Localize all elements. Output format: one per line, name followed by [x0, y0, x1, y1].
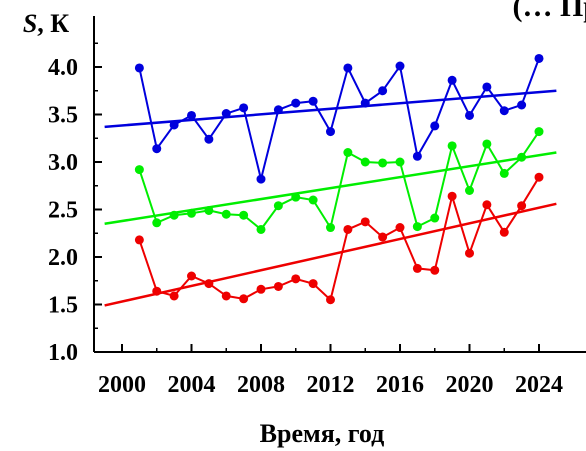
data-point-1	[534, 53, 544, 63]
data-point-3	[360, 217, 370, 227]
data-point-3	[412, 263, 422, 273]
data-point-3	[152, 286, 162, 296]
data-point-1	[343, 63, 353, 73]
data-point-2	[273, 201, 283, 211]
x-axis-label: Время, год	[260, 419, 385, 448]
data-point-1	[273, 105, 283, 115]
x-tick-label: 2024	[515, 372, 563, 398]
data-point-3	[534, 172, 544, 182]
data-point-2	[152, 218, 162, 228]
series-line-1	[138, 58, 540, 180]
y-axis-label-symbol: S	[23, 9, 37, 38]
data-point-2	[499, 168, 509, 178]
data-point-1	[204, 134, 214, 144]
data-point-3	[204, 279, 214, 289]
data-point-1	[187, 110, 196, 120]
data-point-3	[187, 271, 196, 281]
y-tick-label: 3.5	[48, 103, 78, 129]
x-tick-label: 2000	[98, 372, 146, 398]
data-point-1	[482, 82, 492, 92]
data-point-1	[412, 151, 422, 161]
data-point-2	[343, 148, 353, 157]
data-point-1	[256, 174, 266, 184]
data-point-2	[256, 224, 266, 234]
data-point-2	[204, 205, 214, 215]
data-point-3	[482, 200, 492, 210]
data-point-3	[447, 191, 457, 201]
data-point-2	[291, 192, 301, 202]
data-point-2	[482, 139, 492, 149]
x-tick-label: 2008	[237, 372, 285, 398]
data-point-1	[134, 63, 144, 73]
data-point-1	[169, 120, 179, 130]
data-point-2	[517, 152, 527, 162]
data-point-2	[378, 158, 388, 168]
data-point-3	[308, 279, 318, 289]
data-point-1	[499, 106, 509, 116]
data-point-3	[239, 294, 249, 304]
data-point-3	[326, 295, 335, 305]
data-point-2	[221, 209, 231, 219]
chart-title: (… Пр	[512, 0, 586, 23]
data-point-2	[412, 222, 422, 232]
data-point-3	[430, 265, 440, 275]
data-point-3	[499, 227, 509, 237]
data-point-1	[378, 86, 388, 96]
data-point-3	[169, 291, 179, 301]
data-point-1	[517, 100, 527, 110]
data-point-2	[308, 195, 318, 205]
data-point-1	[152, 144, 162, 154]
y-tick-label: 2.5	[48, 198, 78, 224]
x-tick-label: 2004	[168, 372, 216, 398]
data-point-1	[221, 109, 231, 119]
data-point-2	[187, 208, 196, 218]
series-line-2	[138, 131, 540, 231]
data-point-1	[447, 75, 457, 85]
data-point-1	[430, 121, 440, 131]
data-point-1	[465, 110, 474, 120]
data-point-1	[239, 103, 249, 113]
plot-area	[104, 53, 557, 307]
data-point-2	[534, 127, 544, 137]
data-point-2	[447, 141, 457, 151]
data-point-2	[395, 157, 405, 167]
data-point-3	[343, 224, 353, 234]
data-point-1	[395, 61, 405, 71]
y-axis-label: S, К	[23, 9, 69, 38]
y-tick-label: 3.0	[48, 150, 78, 176]
data-point-1	[308, 96, 318, 106]
data-point-2	[169, 210, 179, 220]
data-point-3	[291, 274, 301, 284]
data-point-2	[326, 223, 335, 233]
y-tick-label: 1.0	[48, 340, 78, 366]
data-point-1	[360, 98, 370, 108]
data-point-3	[465, 248, 474, 258]
data-point-2	[239, 210, 249, 220]
data-point-3	[395, 223, 405, 233]
x-ticks: 2000 2004 2008 2012 2016 2020 2024	[98, 344, 563, 398]
data-point-3	[378, 232, 388, 242]
data-point-2	[134, 165, 144, 175]
data-point-3	[273, 281, 283, 291]
y-axis-label-unit: , К	[37, 9, 69, 38]
series-line-3	[138, 176, 540, 302]
y-tick-label: 4.0	[48, 55, 78, 81]
x-tick-label: 2020	[446, 372, 494, 398]
x-tick-label: 2012	[307, 372, 355, 398]
data-point-2	[465, 186, 474, 195]
x-tick-label: 2016	[376, 372, 424, 398]
trend-line-2	[104, 151, 557, 225]
data-point-1	[326, 127, 335, 137]
data-point-3	[256, 284, 266, 294]
data-point-3	[134, 235, 144, 245]
y-tick-label: 2.0	[48, 245, 78, 271]
data-point-2	[430, 213, 440, 223]
data-point-3	[517, 201, 527, 211]
data-point-3	[221, 291, 231, 301]
y-tick-label: 1.5	[48, 293, 78, 319]
y-ticks: 1.0 1.5 2.0 2.5 3.0 3.5 4.0	[48, 42, 102, 366]
data-point-1	[291, 98, 301, 108]
data-point-2	[360, 157, 370, 167]
